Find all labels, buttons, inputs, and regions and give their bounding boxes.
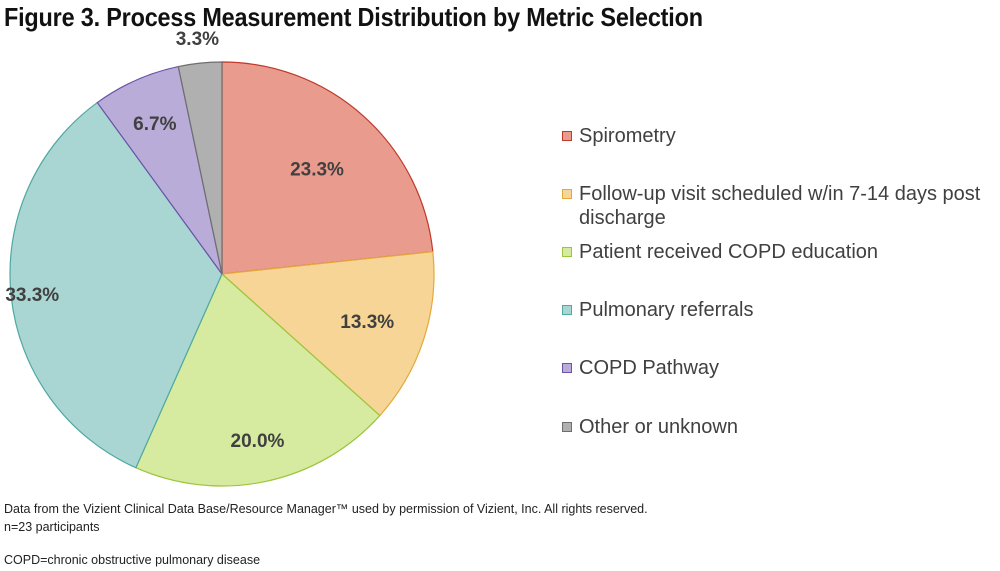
legend-item-pulmonary-referrals: Pulmonary referrals xyxy=(562,298,989,322)
legend-label: Patient received COPD education xyxy=(579,241,879,263)
pie-slice-pulmonary-referrals xyxy=(9,101,223,469)
legend-item-follow-up-visit-scheduled-w-in-7-14-days-post-discharge: Follow-up visit scheduled w/in 7-14 days… xyxy=(562,182,989,230)
source-note: Data from the Vizient Clinical Data Base… xyxy=(4,502,648,516)
legend-swatch xyxy=(562,422,572,432)
pie-slice-other-or-unknown xyxy=(177,61,223,275)
slice-label-follow-up-visit-scheduled-w-in-7-14-days-post-discharge: 13.3% xyxy=(340,312,394,333)
legend-label: COPD Pathway xyxy=(579,357,720,379)
abbreviation-note: COPD=chronic obstructive pulmonary disea… xyxy=(4,553,261,567)
legend-label: Pulmonary referrals xyxy=(579,299,754,321)
slice-label-copd-pathway: 6.7% xyxy=(133,114,176,135)
legend-label: Other or unknown xyxy=(579,416,738,438)
slice-label-other-or-unknown: 3.3% xyxy=(176,29,219,50)
legend-swatch xyxy=(562,363,572,373)
chart-title: Figure 3. Process Measurement Distributi… xyxy=(4,2,703,32)
legend-item-copd-pathway: COPD Pathway xyxy=(562,356,989,380)
pie-chart: 23.3% 13.3% 20.0% 33.3% 6.7% 3.3% xyxy=(5,29,435,487)
slice-label-pulmonary-referrals: 33.3% xyxy=(5,285,59,306)
sample-size-note: n=23 participants xyxy=(4,520,100,534)
pie-slice-spirometry xyxy=(221,61,434,275)
legend-label: Follow-up visit scheduled w/in 7-14 days… xyxy=(579,183,981,229)
slice-label-spirometry: 23.3% xyxy=(290,159,344,180)
slice-label-patient-received-copd-education: 20.0% xyxy=(231,431,285,452)
legend-swatch xyxy=(562,131,572,141)
legend-item-other-or-unknown: Other or unknown xyxy=(562,415,989,439)
legend-label: Spirometry xyxy=(579,125,676,147)
legend-swatch xyxy=(562,189,572,199)
legend-item-patient-received-copd-education: Patient received COPD education xyxy=(562,240,989,264)
legend-swatch xyxy=(562,305,572,315)
pie-slice-patient-received-copd-education xyxy=(135,273,381,487)
pie-slice-follow-up-visit-scheduled-w-in-7-14-days-post-discharge xyxy=(220,251,435,417)
legend-swatch xyxy=(562,247,572,257)
legend-item-spirometry: Spirometry xyxy=(562,124,989,148)
